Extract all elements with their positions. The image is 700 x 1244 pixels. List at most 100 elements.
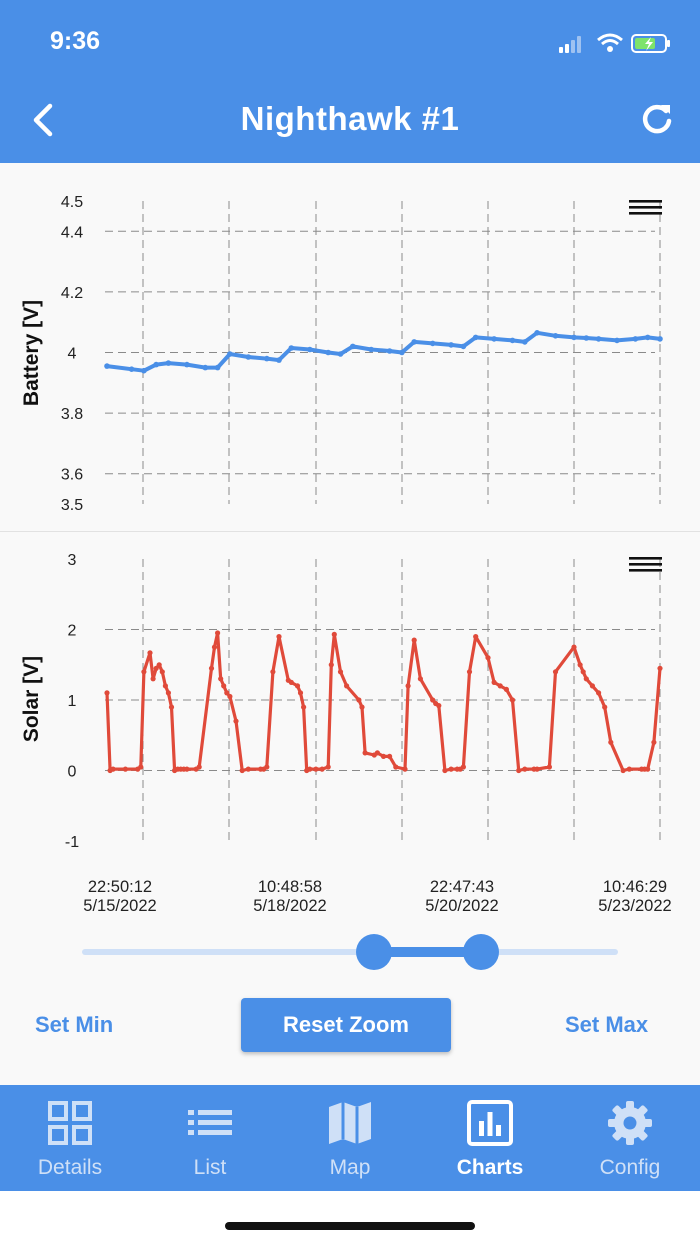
data-point — [264, 355, 270, 362]
data-point — [405, 683, 411, 689]
battery-chart-svg: 4.5 4.4 4.2 4 3.8 3.6 3.5 Battery [V] — [20, 194, 663, 514]
data-point — [221, 683, 227, 689]
data-point — [196, 764, 202, 770]
x-tick-label: 10:46:29 5/23/2022 — [560, 878, 700, 916]
y-tick-label: 0 — [68, 764, 77, 781]
x-tick-label: 22:50:12 5/15/2022 — [45, 878, 195, 916]
data-point — [288, 345, 295, 351]
menu-icon-bar — [629, 212, 662, 215]
slider-min-handle[interactable] — [355, 934, 392, 970]
data-point — [325, 764, 331, 770]
data-point — [472, 334, 479, 341]
data-point — [387, 753, 393, 759]
data-point — [571, 644, 577, 650]
data-point — [165, 690, 171, 696]
x-tick-time: 22:47:43 — [429, 878, 495, 896]
data-point — [374, 750, 380, 756]
refresh-icon[interactable] — [634, 96, 680, 142]
menu-icon-bar — [629, 200, 662, 203]
data-point — [503, 686, 509, 692]
y-tick-label: 4.4 — [61, 224, 83, 241]
y-tick-label: 4 — [68, 346, 77, 363]
data-point — [147, 650, 153, 656]
data-point — [460, 343, 467, 350]
data-point — [264, 764, 270, 770]
slider-selected-range — [373, 947, 481, 957]
data-point — [184, 766, 190, 772]
y-tick-label: -1 — [65, 834, 79, 851]
page-title: Nighthawk #1 — [240, 100, 460, 137]
data-point — [509, 697, 516, 703]
data-point — [350, 343, 356, 350]
battery-chart[interactable]: 4.5 4.4 4.2 4 3.8 3.6 3.5 Battery [V] — [0, 163, 700, 531]
slider-max-handle[interactable] — [462, 934, 499, 970]
data-point — [516, 767, 522, 774]
data-point — [313, 766, 319, 772]
x-tick-date: 5/18/2022 — [253, 897, 327, 915]
y-tick-label: 4.5 — [61, 194, 83, 211]
menu-icon-bar — [629, 206, 662, 209]
data-point — [359, 704, 365, 710]
data-point — [497, 683, 503, 689]
data-point — [331, 631, 337, 637]
range-slider[interactable] — [82, 932, 618, 976]
tab-list[interactable]: List — [140, 1085, 280, 1191]
tab-details[interactable]: Details — [0, 1085, 140, 1191]
data-point — [301, 704, 307, 710]
tab-charts[interactable]: Charts — [420, 1085, 560, 1191]
data-point — [104, 363, 110, 369]
data-point — [485, 655, 491, 661]
home-indicator — [225, 1222, 475, 1230]
data-point — [571, 334, 577, 341]
data-point — [153, 361, 159, 368]
data-point — [491, 679, 497, 685]
data-point — [608, 739, 614, 745]
data-point — [208, 665, 215, 671]
status-icons — [559, 33, 670, 53]
list-icon — [188, 1110, 232, 1135]
data-point — [522, 339, 528, 345]
data-point — [214, 364, 221, 371]
charts-content: 4.5 4.4 4.2 4 3.8 3.6 3.5 Battery [V] 3 2 1 0 -1 Sol… — [0, 163, 700, 1085]
data-point — [429, 340, 436, 347]
tab-label: Config — [599, 1156, 661, 1179]
gear-icon — [608, 1101, 652, 1145]
tab-label: Details — [37, 1156, 103, 1179]
data-point — [577, 662, 583, 668]
x-tick-time: 10:46:29 — [602, 878, 668, 896]
data-point — [162, 683, 168, 689]
data-point — [430, 697, 436, 703]
set-min-button[interactable]: Set Min — [35, 1012, 114, 1037]
bar-chart-icon — [467, 1100, 513, 1146]
tab-label: Map — [329, 1156, 371, 1179]
data-point — [297, 690, 304, 696]
data-point — [159, 669, 165, 675]
y-tick-label: 3 — [68, 552, 77, 569]
y-tick-label: 2 — [68, 623, 77, 640]
chevron-left-icon[interactable] — [22, 98, 66, 142]
data-point — [337, 669, 344, 675]
y-axis-title: Solar [V] — [20, 656, 43, 742]
menu-icon-bar — [629, 569, 662, 572]
tab-label: List — [193, 1156, 227, 1179]
y-tick-label: 3.6 — [61, 467, 83, 484]
solar-chart[interactable]: 3 2 1 0 -1 Solar [V] — [0, 532, 700, 852]
tab-map[interactable]: Map — [280, 1085, 420, 1191]
data-point — [473, 634, 479, 640]
data-point — [168, 704, 175, 710]
reset-zoom-button[interactable]: Reset Zoom — [241, 998, 451, 1052]
menu-icon-bar — [629, 563, 662, 566]
data-point — [399, 349, 405, 356]
data-point — [141, 669, 147, 675]
data-point — [583, 335, 590, 341]
data-point — [110, 766, 116, 772]
data-point — [644, 334, 651, 341]
menu-icon — [629, 200, 662, 215]
data-point — [337, 351, 344, 357]
data-point — [184, 361, 190, 368]
data-point — [128, 366, 135, 372]
data-point — [466, 669, 473, 675]
data-point — [215, 630, 221, 636]
set-max-button[interactable]: Set Max — [565, 1012, 649, 1037]
tab-config[interactable]: Config — [560, 1085, 700, 1191]
